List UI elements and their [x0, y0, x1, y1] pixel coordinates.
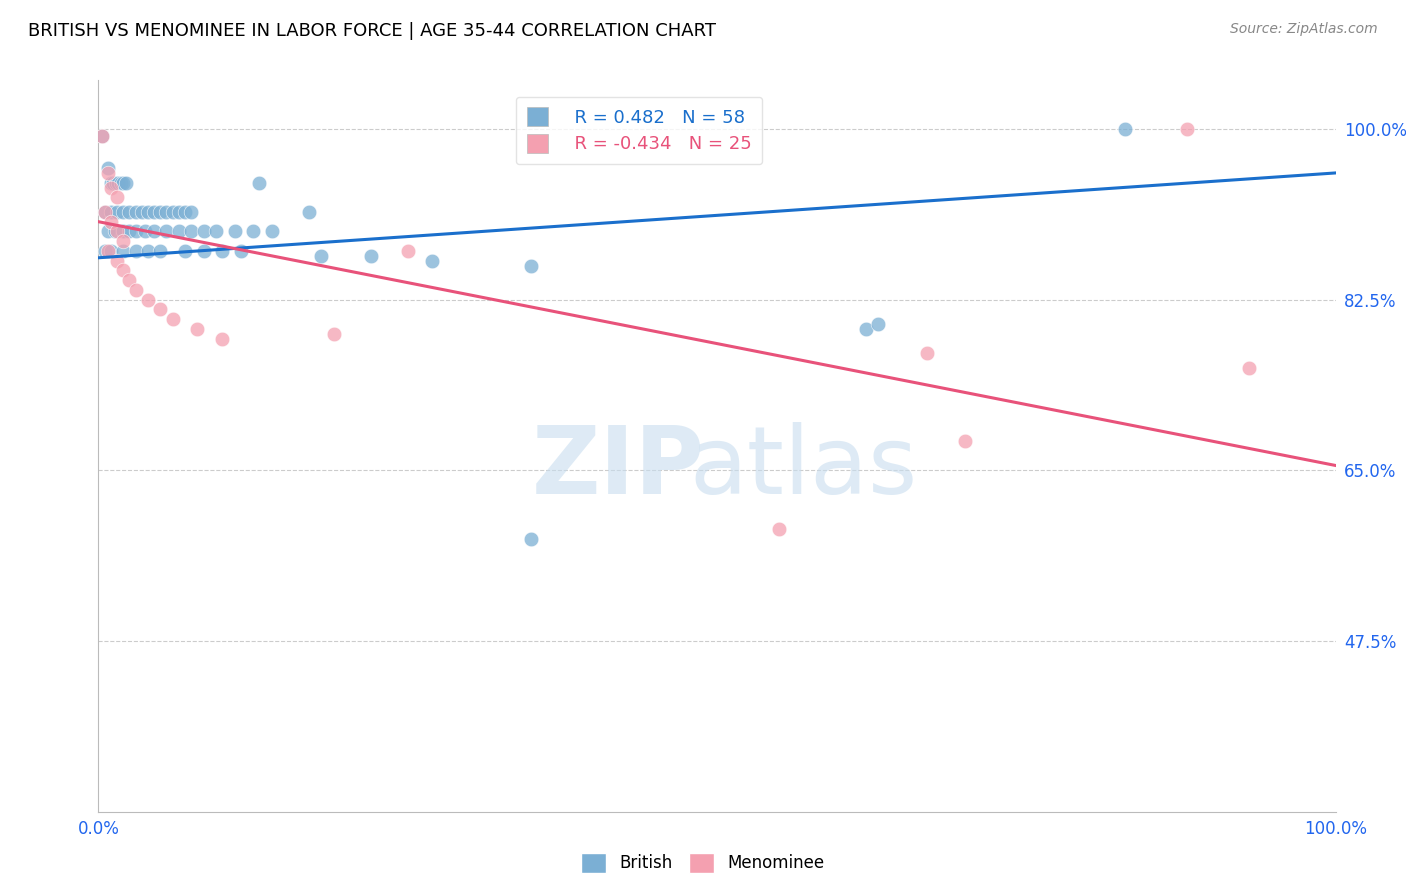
Point [136, 244, 159, 258]
Point [143, 205, 166, 219]
Point [1237, 361, 1260, 376]
Point [211, 332, 233, 346]
Point [260, 224, 283, 238]
Point [155, 224, 177, 238]
Point [124, 205, 146, 219]
Point [112, 263, 135, 277]
Point [149, 302, 172, 317]
Point [97, 166, 120, 180]
Point [174, 205, 197, 219]
Point [360, 249, 382, 263]
Text: ZIP: ZIP [531, 422, 704, 514]
Point [103, 224, 125, 238]
Point [224, 224, 246, 238]
Point [149, 205, 172, 219]
Point [136, 205, 159, 219]
Point [100, 244, 122, 258]
Point [105, 190, 128, 204]
Point [917, 346, 939, 360]
Point [322, 326, 344, 341]
Point [97, 161, 120, 175]
Point [136, 293, 159, 307]
Point [193, 244, 215, 258]
Point [112, 244, 135, 258]
Point [855, 322, 877, 336]
Point [118, 224, 141, 238]
Point [100, 180, 122, 194]
Point [91, 128, 114, 143]
Point [309, 249, 332, 263]
Point [520, 532, 543, 546]
Point [107, 176, 129, 190]
Point [118, 205, 141, 219]
Point [124, 244, 146, 258]
Point [112, 205, 135, 219]
Point [91, 128, 114, 143]
Point [193, 224, 215, 238]
Point [162, 312, 184, 326]
Point [93, 244, 115, 258]
Point [162, 205, 184, 219]
Text: BRITISH VS MENOMINEE IN LABOR FORCE | AGE 35-44 CORRELATION CHART: BRITISH VS MENOMINEE IN LABOR FORCE | AG… [28, 22, 716, 40]
Point [167, 205, 190, 219]
Point [112, 176, 135, 190]
Point [100, 215, 122, 229]
Point [174, 244, 197, 258]
Point [143, 224, 166, 238]
Point [298, 205, 321, 219]
Point [103, 176, 125, 190]
Point [149, 244, 172, 258]
Point [205, 224, 228, 238]
Point [167, 224, 190, 238]
Point [105, 205, 128, 219]
Point [105, 253, 128, 268]
Point [112, 234, 135, 248]
Point [100, 205, 122, 219]
Point [520, 259, 543, 273]
Point [396, 244, 419, 258]
Point [100, 176, 122, 190]
Point [110, 176, 132, 190]
Point [180, 224, 202, 238]
Point [953, 434, 976, 449]
Point [131, 205, 153, 219]
Point [1175, 122, 1198, 136]
Point [105, 224, 128, 238]
Point [229, 244, 252, 258]
Point [112, 224, 135, 238]
Point [124, 224, 146, 238]
Point [155, 205, 177, 219]
Point [97, 224, 120, 238]
Point [768, 522, 790, 536]
Text: Source: ZipAtlas.com: Source: ZipAtlas.com [1230, 22, 1378, 37]
Text: atlas: atlas [689, 422, 918, 514]
Point [114, 176, 136, 190]
Legend:   R = 0.482   N = 58,   R = -0.434   N = 25: R = 0.482 N = 58, R = -0.434 N = 25 [516, 96, 762, 164]
Point [211, 244, 233, 258]
Point [866, 317, 889, 331]
Point [93, 205, 115, 219]
Point [180, 205, 202, 219]
Legend: British, Menominee: British, Menominee [575, 847, 831, 880]
Point [97, 244, 120, 258]
Point [134, 224, 156, 238]
Point [186, 322, 208, 336]
Point [93, 205, 115, 219]
Point [104, 176, 127, 190]
Point [422, 253, 444, 268]
Point [242, 224, 264, 238]
Point [1114, 122, 1136, 136]
Point [118, 273, 141, 287]
Point [247, 176, 270, 190]
Point [124, 283, 146, 297]
